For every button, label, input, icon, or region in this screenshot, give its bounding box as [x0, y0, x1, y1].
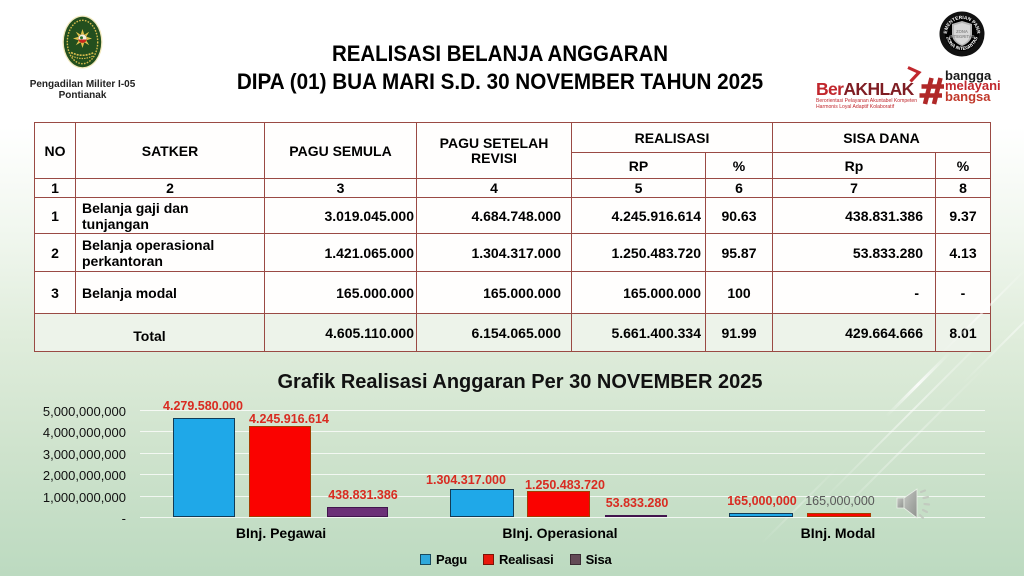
svg-text:ZONA: ZONA [956, 29, 968, 34]
svg-text:INTEGRITAS: INTEGRITAS [949, 34, 974, 39]
